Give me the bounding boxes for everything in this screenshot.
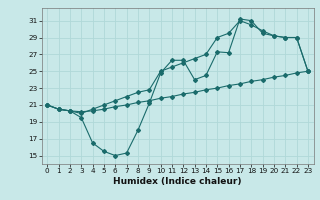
X-axis label: Humidex (Indice chaleur): Humidex (Indice chaleur) [113, 177, 242, 186]
